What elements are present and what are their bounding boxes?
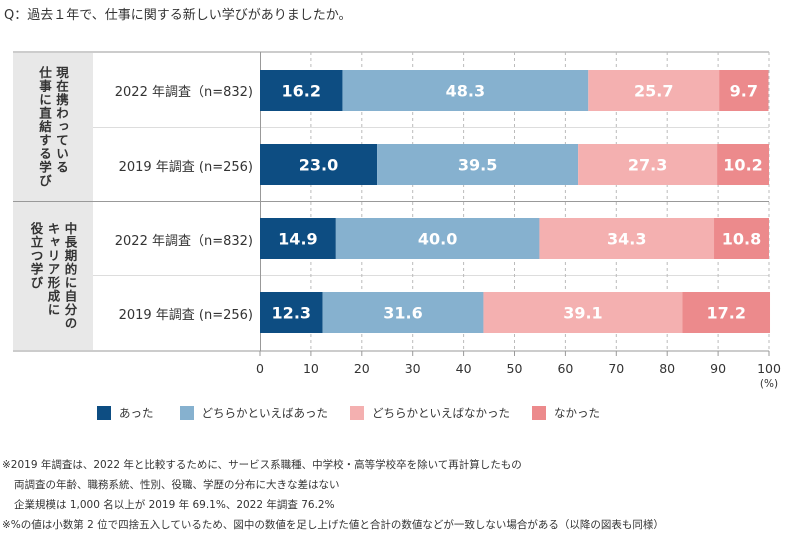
bar-segment (483, 292, 683, 333)
legend-label: なかった (554, 406, 600, 420)
legend-item: どちらかといえばあった (179, 405, 329, 421)
category-label: 2019 年調査 (n=256) (118, 308, 253, 323)
x-tick-label: 40 (456, 361, 472, 376)
x-tick-label: 0 (256, 361, 264, 376)
legend-label: どちらかといえばあった (201, 406, 329, 420)
legend-label: どちらかといえばなかった (372, 406, 510, 420)
group-label-direct: 現在携わっている 仕事に直結する学び (13, 53, 93, 201)
bar-segment (322, 292, 484, 333)
data-label: 10.8 (722, 230, 761, 249)
data-label: 39.1 (563, 304, 602, 323)
legend-swatch (532, 406, 546, 420)
data-label: 34.3 (607, 230, 646, 249)
x-tick-label: 70 (608, 361, 624, 376)
bar-segment (578, 144, 718, 185)
x-tick-label: 90 (710, 361, 726, 376)
legend-item: なかった (532, 405, 600, 421)
data-label: 16.2 (281, 82, 320, 101)
x-tick-label: 80 (659, 361, 675, 376)
data-label: 10.2 (723, 156, 762, 175)
x-tick-label: 30 (405, 361, 421, 376)
legend-item: あった (97, 405, 154, 421)
group-label-line: 仕事に直結する学び (37, 66, 52, 188)
data-label: 25.7 (634, 82, 673, 101)
x-tick-label: 100 (757, 361, 781, 376)
legend-swatch (350, 406, 364, 420)
x-tick-label: 20 (354, 361, 370, 376)
category-label: 2022 年調査（n=832) (114, 234, 253, 249)
group-label-line: 役立つ学び (28, 222, 44, 290)
bar-segment (260, 292, 323, 333)
bar-segment (260, 218, 336, 259)
bar-segment (714, 218, 769, 259)
footnote: 企業規模は 1,000 名以上が 2019 年 69.1%、2022 年調査 7… (14, 499, 335, 511)
bar-segment (260, 70, 343, 111)
data-label: 14.9 (278, 230, 317, 249)
bar-segment (260, 144, 378, 185)
footnote: ※2019 年調査は、2022 年と比較するために、サービス系職種、中学校・高等… (2, 459, 522, 471)
data-label: 23.0 (299, 156, 338, 175)
x-tick-label: 50 (507, 361, 523, 376)
category-label: 2019 年調査 (n=256) (118, 160, 253, 175)
category-label: 2022 年調査（n=832) (114, 85, 253, 100)
data-label: 17.2 (707, 304, 746, 323)
question-title: Q：過去１年で、仕事に関する新しい学びがありましたか。 (4, 8, 352, 23)
legend-label: あった (119, 406, 154, 420)
stacked-bar-chart: 0 10 20 30 40 50 60 70 80 90 100 (%) 16.2 48.3 25.7 9.7… (13, 51, 781, 390)
data-label: 39.5 (458, 156, 497, 175)
data-label: 31.6 (383, 304, 422, 323)
x-unit-label: (%) (760, 378, 778, 390)
data-label: 27.3 (628, 156, 667, 175)
data-label: 9.7 (730, 82, 758, 101)
group-label-line: 中長期的に自分の (62, 222, 78, 330)
bar-segment (335, 218, 540, 259)
bar-segment (682, 292, 771, 333)
legend-item: どちらかといえばなかった (350, 405, 510, 421)
x-tick-label: 60 (557, 361, 573, 376)
group-label-line: 現在携わっている (54, 66, 69, 175)
bar-segment (588, 70, 720, 111)
bar-segment (377, 144, 579, 185)
data-label: 48.3 (446, 82, 485, 101)
legend-swatch (179, 406, 194, 420)
legend: あった どちらかといえばあった どちらかといえばなかった なかった (97, 405, 622, 421)
bar-segment (342, 70, 589, 111)
footnotes: ※2019 年調査は、2022 年と比較するために、サービス系職種、中学校・高等… (2, 455, 664, 535)
x-tick-label: 10 (303, 361, 319, 376)
footnote: 両調査の年齢、職務系統、性別、役職、学歴の分布に大きな差はない (14, 479, 340, 491)
group-label-career: 中長期的に自分の キャリア形成に 役立つ学び (13, 202, 93, 350)
data-label: 40.0 (418, 230, 457, 249)
footnote: ※%の値は小数第 2 位で四捨五入しているため、図中の数値を足し上げた値と合計の… (2, 519, 664, 531)
bar-segment (539, 218, 715, 259)
group-label-line: キャリア形成に (45, 222, 61, 317)
data-label: 12.3 (272, 304, 311, 323)
bar-segment (719, 70, 769, 111)
bar-segment (717, 144, 769, 185)
legend-swatch (97, 406, 111, 420)
